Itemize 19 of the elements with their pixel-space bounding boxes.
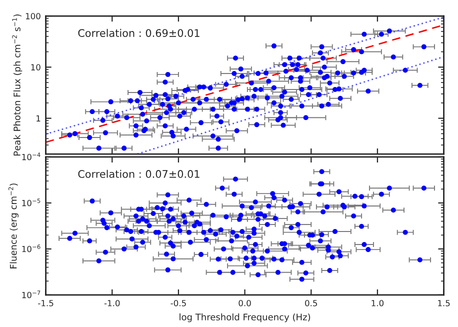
- y-tick-label: 10$^{−4}$: [22, 152, 40, 160]
- y-axis-title: Fluence (erg cm$^{−2}$): [8, 184, 18, 268]
- x-tick-label: -1.5: [38, 300, 54, 306]
- x-axis-title: log Threshold Frequency (Hz): [180, 313, 310, 322]
- x-tick-label: 1.0: [372, 300, 384, 306]
- y-tick-label: 10$^{−5}$: [22, 198, 40, 206]
- y-tick-label: 100: [26, 13, 40, 20]
- x-tick-label: 0.0: [238, 300, 251, 306]
- x-tick-label: 1.5: [438, 300, 450, 306]
- annotation: Correlation : 0.69±0.01: [78, 28, 200, 37]
- x-tick-label: -0.5: [170, 300, 186, 306]
- y-tick-label: 1: [36, 115, 40, 122]
- y-tick-label: 10: [31, 64, 40, 70]
- y-tick-label: 10$^{−7}$: [22, 290, 40, 298]
- y-tick-label: 10$^{−6}$: [22, 244, 40, 252]
- x-tick-label: -1.0: [104, 300, 120, 306]
- y-axis-title: Peak Photon Flux (ph cm$^{−2}$ s$^{−1}$): [12, 14, 22, 156]
- annotation: Correlation : 0.07±0.01: [78, 170, 200, 178]
- x-tick-label: 0.5: [305, 300, 318, 306]
